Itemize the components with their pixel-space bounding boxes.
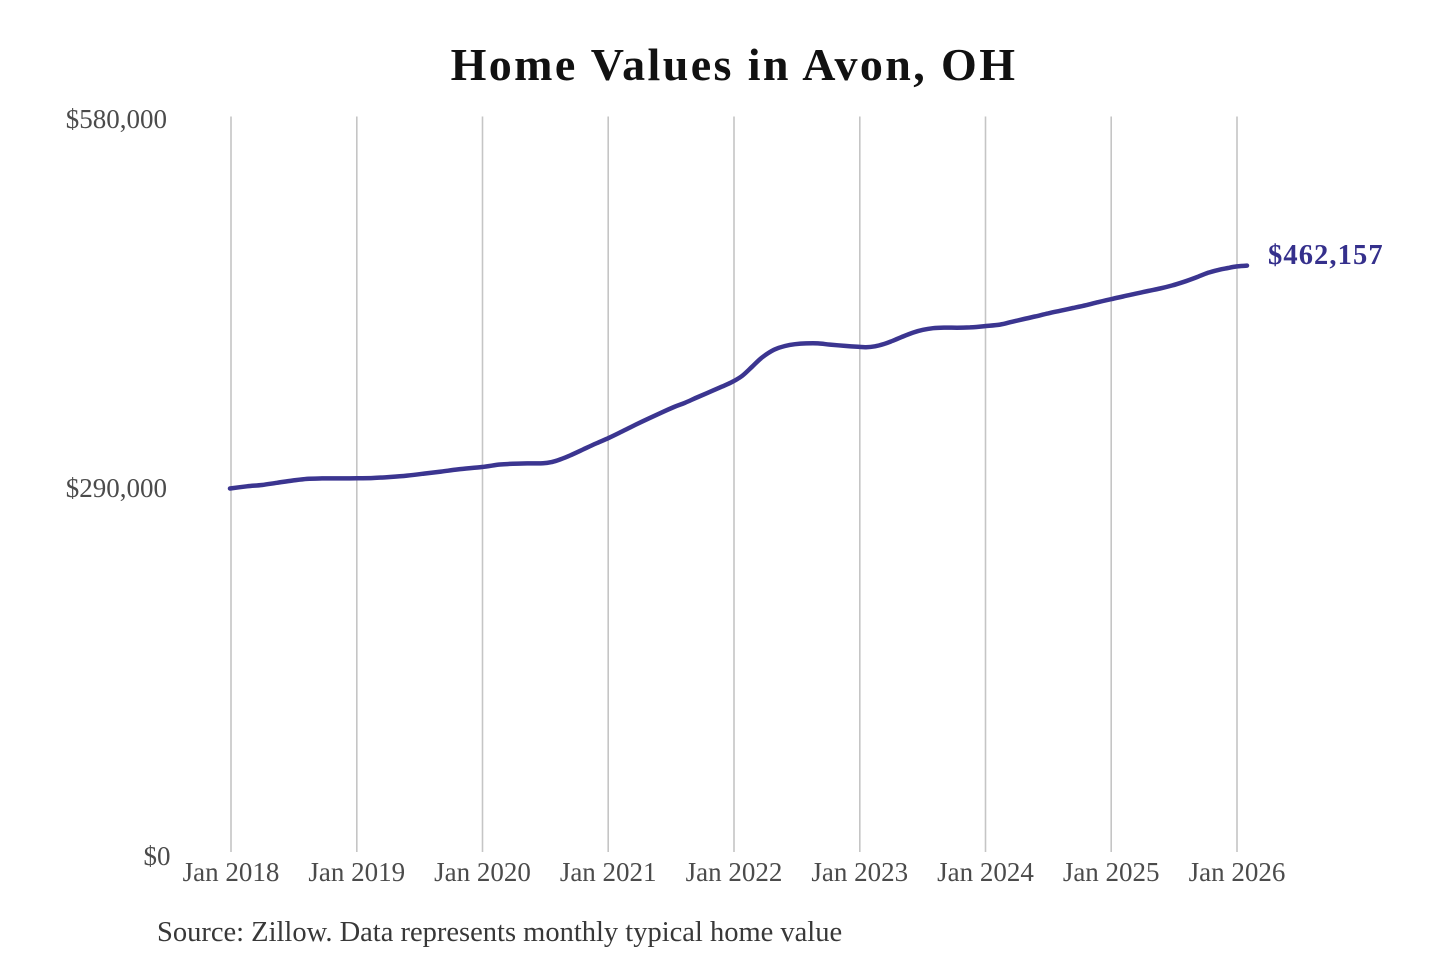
svg-text:Jan 2020: Jan 2020 xyxy=(434,857,531,887)
svg-text:$580,000: $580,000 xyxy=(66,104,167,134)
svg-text:Jan 2018: Jan 2018 xyxy=(183,857,280,887)
svg-text:Jan 2026: Jan 2026 xyxy=(1189,857,1286,887)
svg-text:$0: $0 xyxy=(144,841,171,871)
svg-text:$462,157: $462,157 xyxy=(1268,240,1384,271)
svg-text:Home Values in Avon, OH: Home Values in Avon, OH xyxy=(451,39,1018,90)
svg-text:Jan 2021: Jan 2021 xyxy=(560,857,657,887)
svg-text:Jan 2023: Jan 2023 xyxy=(811,857,908,887)
svg-text:Jan 2024: Jan 2024 xyxy=(937,857,1034,887)
svg-text:Jan 2025: Jan 2025 xyxy=(1063,857,1160,887)
svg-text:Jan 2022: Jan 2022 xyxy=(686,857,783,887)
svg-text:Jan 2019: Jan 2019 xyxy=(308,857,405,887)
svg-text:$290,000: $290,000 xyxy=(66,473,167,503)
svg-text:Source: Zillow. Data represent: Source: Zillow. Data represents monthly … xyxy=(157,917,842,948)
